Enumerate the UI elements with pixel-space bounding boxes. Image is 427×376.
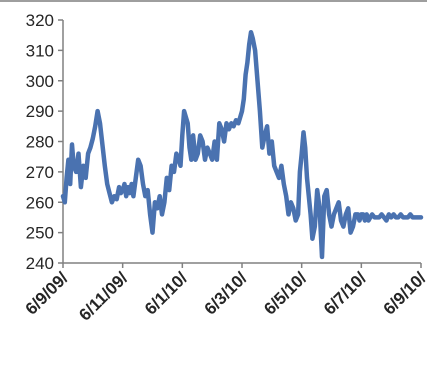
- y-tick-label: 260: [26, 193, 54, 212]
- y-tick-label: 290: [26, 102, 54, 121]
- series-layer: [60, 29, 424, 260]
- y-axis-ticks: 240 250 260 270 280 290 300 310 320: [26, 11, 63, 273]
- y-tick-label: 300: [26, 72, 54, 91]
- y-tick-label: 240: [26, 254, 54, 273]
- x-tick-label: 6/7/10/: [320, 268, 370, 318]
- y-tick-label: 250: [26, 224, 54, 243]
- series-line-0: [60, 29, 424, 260]
- y-tick-label: 280: [26, 133, 54, 152]
- x-axis-ticks: 6/9/09/6/11/09/6/1/10/6/3/10/6/5/10/6/7/…: [22, 263, 427, 325]
- x-tick-label: 6/5/10/: [260, 268, 310, 318]
- y-tick-label: 270: [26, 163, 54, 182]
- x-tick-label: 6/9/10/: [380, 268, 427, 318]
- y-tick-label: 320: [26, 11, 54, 30]
- x-tick-label: 6/1/10/: [141, 268, 191, 318]
- x-tick-label: 6/9/09/: [22, 268, 72, 318]
- x-tick-label: 6/3/10/: [201, 268, 251, 318]
- y-tick-label: 310: [26, 41, 54, 60]
- x-tick-label: 6/11/09/: [75, 268, 131, 324]
